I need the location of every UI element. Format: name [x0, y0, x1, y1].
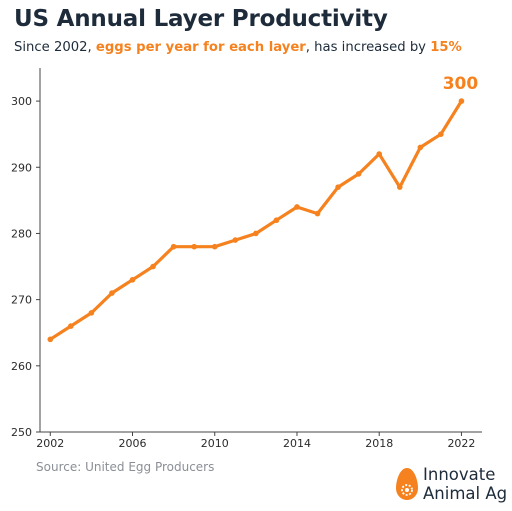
- y-tick-label: 280: [11, 227, 32, 240]
- subtitle-highlight-2: 15%: [430, 40, 462, 55]
- x-tick-label: 2018: [365, 437, 393, 450]
- data-point: [314, 210, 321, 217]
- x-tick-label: 2014: [283, 437, 311, 450]
- data-point: [232, 237, 239, 243]
- brand-line-1: Innovate: [423, 465, 496, 484]
- data-point: [211, 243, 218, 250]
- x-tick-label: 2022: [447, 437, 475, 450]
- egg-icon: [396, 468, 418, 500]
- data-point: [376, 151, 383, 157]
- data-point: [273, 217, 280, 224]
- data-point: [170, 243, 177, 250]
- data-point: [68, 323, 74, 329]
- source-note: Source: United Egg Producers: [36, 460, 215, 474]
- subtitle-text-1: Since 2002,: [14, 40, 96, 55]
- data-point: [294, 204, 300, 210]
- chart-subtitle: Since 2002, eggs per year for each layer…: [14, 40, 462, 55]
- x-tick-label: 2010: [201, 437, 229, 450]
- data-point: [191, 243, 197, 250]
- brand-line-2: Animal Ag: [423, 484, 508, 503]
- end-value-label: 300: [443, 74, 479, 94]
- brand-name: Innovate Animal Ag: [423, 465, 507, 503]
- chart-title: US Annual Layer Productivity: [14, 6, 388, 32]
- data-point: [88, 310, 95, 316]
- data-point: [458, 98, 465, 104]
- data-point: [253, 230, 259, 237]
- y-tick-label: 300: [11, 95, 32, 108]
- x-tick-label: 2006: [119, 437, 147, 450]
- data-point: [129, 276, 136, 283]
- y-tick-label: 270: [11, 294, 32, 307]
- y-tick-label: 290: [11, 161, 32, 174]
- data-point: [438, 131, 444, 137]
- data-point: [47, 336, 54, 343]
- data-point: [417, 144, 424, 151]
- data-point: [109, 290, 115, 296]
- x-tick-label: 2002: [36, 437, 64, 450]
- brand-logo: Innovate Animal Ag: [395, 465, 507, 503]
- y-tick-label: 250: [11, 426, 32, 439]
- data-point: [335, 184, 341, 190]
- subtitle-highlight-1: eggs per year for each layer: [95, 40, 306, 55]
- subtitle-text-2: , has increased by: [305, 40, 431, 55]
- data-point: [150, 263, 156, 270]
- y-tick-label: 260: [11, 360, 32, 373]
- data-point: [355, 171, 362, 177]
- series-line: [48, 99, 463, 341]
- data-point: [396, 184, 403, 190]
